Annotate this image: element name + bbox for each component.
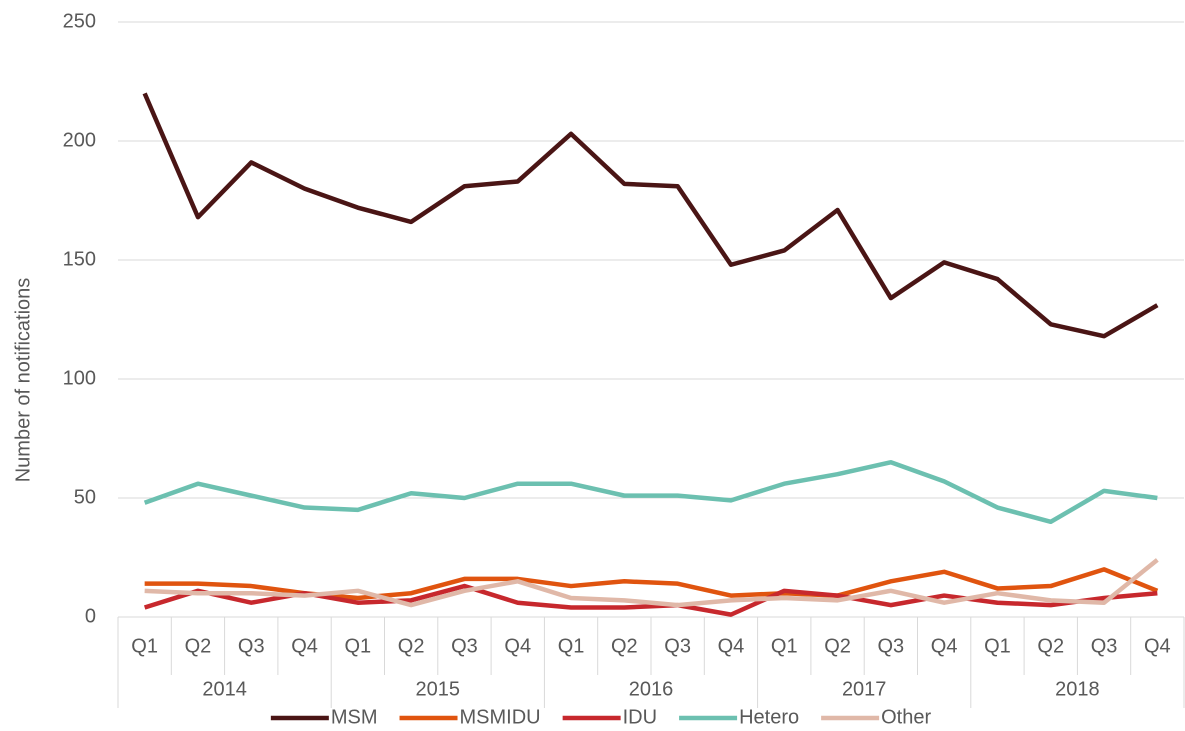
- x-tick-label: Q4: [291, 635, 318, 657]
- y-tick-label: 100: [63, 367, 96, 389]
- legend-label: MSMIDU: [460, 706, 541, 728]
- x-group-label: 2014: [202, 678, 247, 700]
- y-tick-label: 200: [63, 129, 96, 151]
- y-axis-label: Number of notifications: [12, 278, 34, 483]
- y-tick-label: 250: [63, 10, 96, 32]
- x-tick-label: Q2: [185, 635, 212, 657]
- x-group-label: 2018: [1055, 678, 1100, 700]
- series-line: [143, 460, 1158, 525]
- x-tick-label: Q1: [984, 635, 1011, 657]
- x-tick-label: Q4: [1144, 635, 1171, 657]
- x-tick-label: Q2: [824, 635, 851, 657]
- legend-label: MSM: [331, 706, 378, 728]
- x-tick-label: Q2: [1037, 635, 1064, 657]
- x-tick-label: Q3: [238, 635, 265, 657]
- y-tick-label: 50: [74, 486, 96, 508]
- x-tick-label: Q3: [1091, 635, 1118, 657]
- legend-label: IDU: [623, 706, 657, 728]
- y-tick-label: 150: [63, 248, 96, 270]
- x-tick-label: Q2: [611, 635, 638, 657]
- x-tick-label: Q3: [451, 635, 478, 657]
- y-tick-label: 0: [85, 605, 96, 627]
- legend-label: Hetero: [739, 706, 799, 728]
- x-tick-label: Q1: [558, 635, 585, 657]
- x-tick-label: Q3: [664, 635, 691, 657]
- x-tick-label: Q4: [718, 635, 745, 657]
- x-group-label: 2017: [842, 678, 887, 700]
- x-group-label: 2015: [416, 678, 461, 700]
- x-tick-label: Q1: [771, 635, 798, 657]
- x-tick-label: Q1: [131, 635, 158, 657]
- series-line: [144, 558, 1159, 608]
- x-tick-label: Q3: [878, 635, 905, 657]
- x-tick-label: Q1: [345, 635, 372, 657]
- x-tick-label: Q4: [931, 635, 958, 657]
- x-tick-label: Q2: [398, 635, 425, 657]
- x-tick-label: Q4: [504, 635, 531, 657]
- x-group-label: 2016: [629, 678, 674, 700]
- series-line: [142, 92, 1159, 339]
- legend-label: Other: [881, 706, 931, 728]
